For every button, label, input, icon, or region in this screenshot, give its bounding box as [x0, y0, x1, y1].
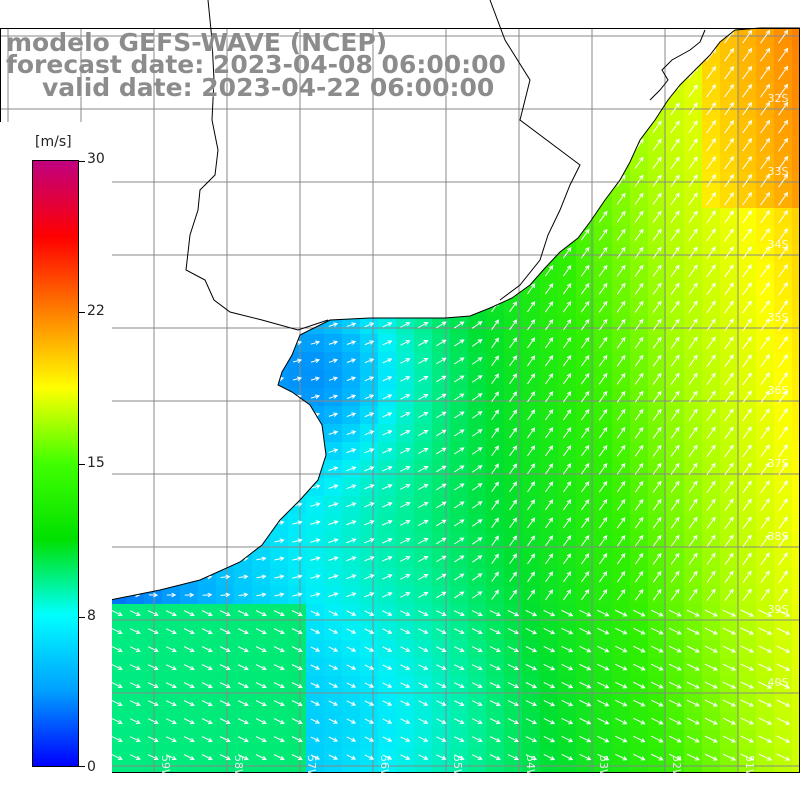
lon-label: 55W: [451, 755, 464, 780]
lat-lon-grid: [0, 28, 800, 772]
colorbar-tick-label: 22: [87, 303, 105, 319]
river-border: [185, 0, 329, 331]
lon-label: 58W: [232, 755, 245, 780]
colorbar: [32, 160, 79, 767]
lon-label: 57W: [305, 755, 318, 780]
lat-label: 34S: [768, 238, 789, 251]
lat-label: 38S: [768, 530, 789, 543]
lat-label: 39S: [768, 603, 789, 616]
lon-label: 56W: [378, 755, 391, 780]
country-border: [489, 0, 581, 301]
lat-label: 35S: [768, 311, 789, 324]
forecast-date: forecast date: 2023-04-08 06:00:00: [6, 50, 506, 79]
lon-label: 52W: [670, 755, 683, 780]
lat-label: 36S: [768, 384, 789, 397]
model-title: modelo GEFS-WAVE (NCEP): [6, 28, 388, 57]
coastline: [0, 27, 800, 613]
lat-label: 37S: [768, 457, 789, 470]
colorbar-tick-label: 30: [87, 151, 105, 167]
colorbar-tick: [79, 617, 85, 618]
colorbar-tick: [79, 312, 85, 313]
colorbar-tick: [79, 766, 85, 767]
lon-label: 54W: [524, 755, 537, 780]
colorbar-tick-label: 15: [87, 455, 105, 471]
colorbar-unit: [m/s]: [35, 134, 72, 150]
lon-label: 51W: [743, 755, 756, 780]
lon-label: 53W: [597, 755, 610, 780]
colorbar-tick-label: 0: [87, 759, 96, 775]
lat-label: 40S: [768, 676, 789, 689]
valid-date: valid date: 2023-04-22 06:00:00: [42, 73, 495, 102]
lon-label: 59W: [159, 755, 172, 780]
colorbar-tick: [79, 464, 85, 465]
lat-label: 32S: [768, 92, 789, 105]
lagoon-outline: [649, 29, 706, 101]
colorbar-tick-label: 8: [87, 608, 96, 624]
lat-label: 33S: [768, 165, 789, 178]
colorbar-tick: [79, 161, 85, 162]
